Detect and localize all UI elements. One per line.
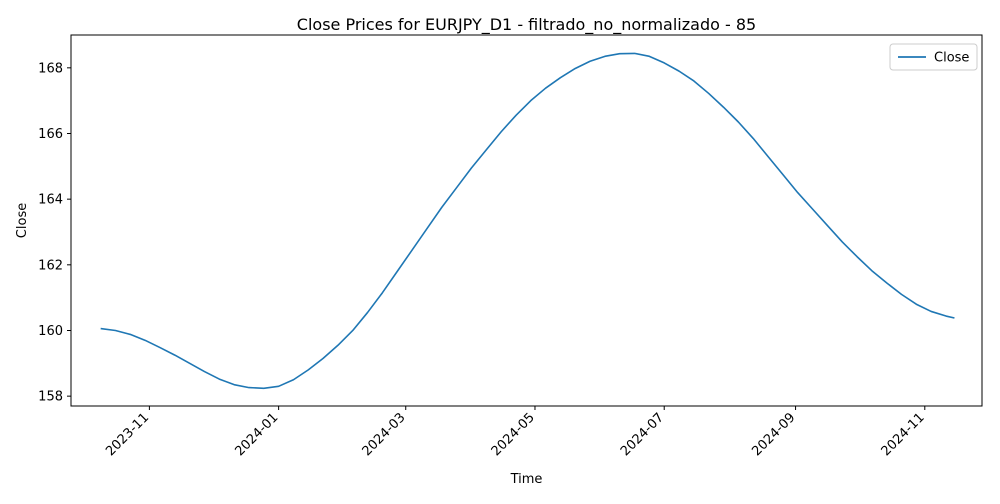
y-tick-label: 166	[38, 127, 63, 142]
y-axis: 158 160 162 164 166 168	[38, 61, 71, 405]
plot-area	[70, 34, 983, 407]
series-line-close	[100, 52, 955, 390]
y-tick-label: 168	[38, 61, 63, 76]
y-axis-label: Close	[15, 203, 30, 238]
legend-box	[889, 43, 978, 71]
legend-label-close: Close	[934, 51, 969, 66]
y-tick-label: 160	[38, 324, 63, 339]
y-tick-label: 158	[38, 390, 63, 405]
legend: Close	[889, 43, 978, 71]
y-tick-label: 162	[38, 258, 63, 273]
y-tick-label: 164	[38, 193, 63, 208]
plot-frame	[70, 34, 983, 407]
x-axis-label: Time	[510, 472, 543, 487]
series-layer	[100, 52, 955, 390]
chart-title: Close Prices for EURJPY_D1 - filtrado_no…	[297, 15, 756, 35]
